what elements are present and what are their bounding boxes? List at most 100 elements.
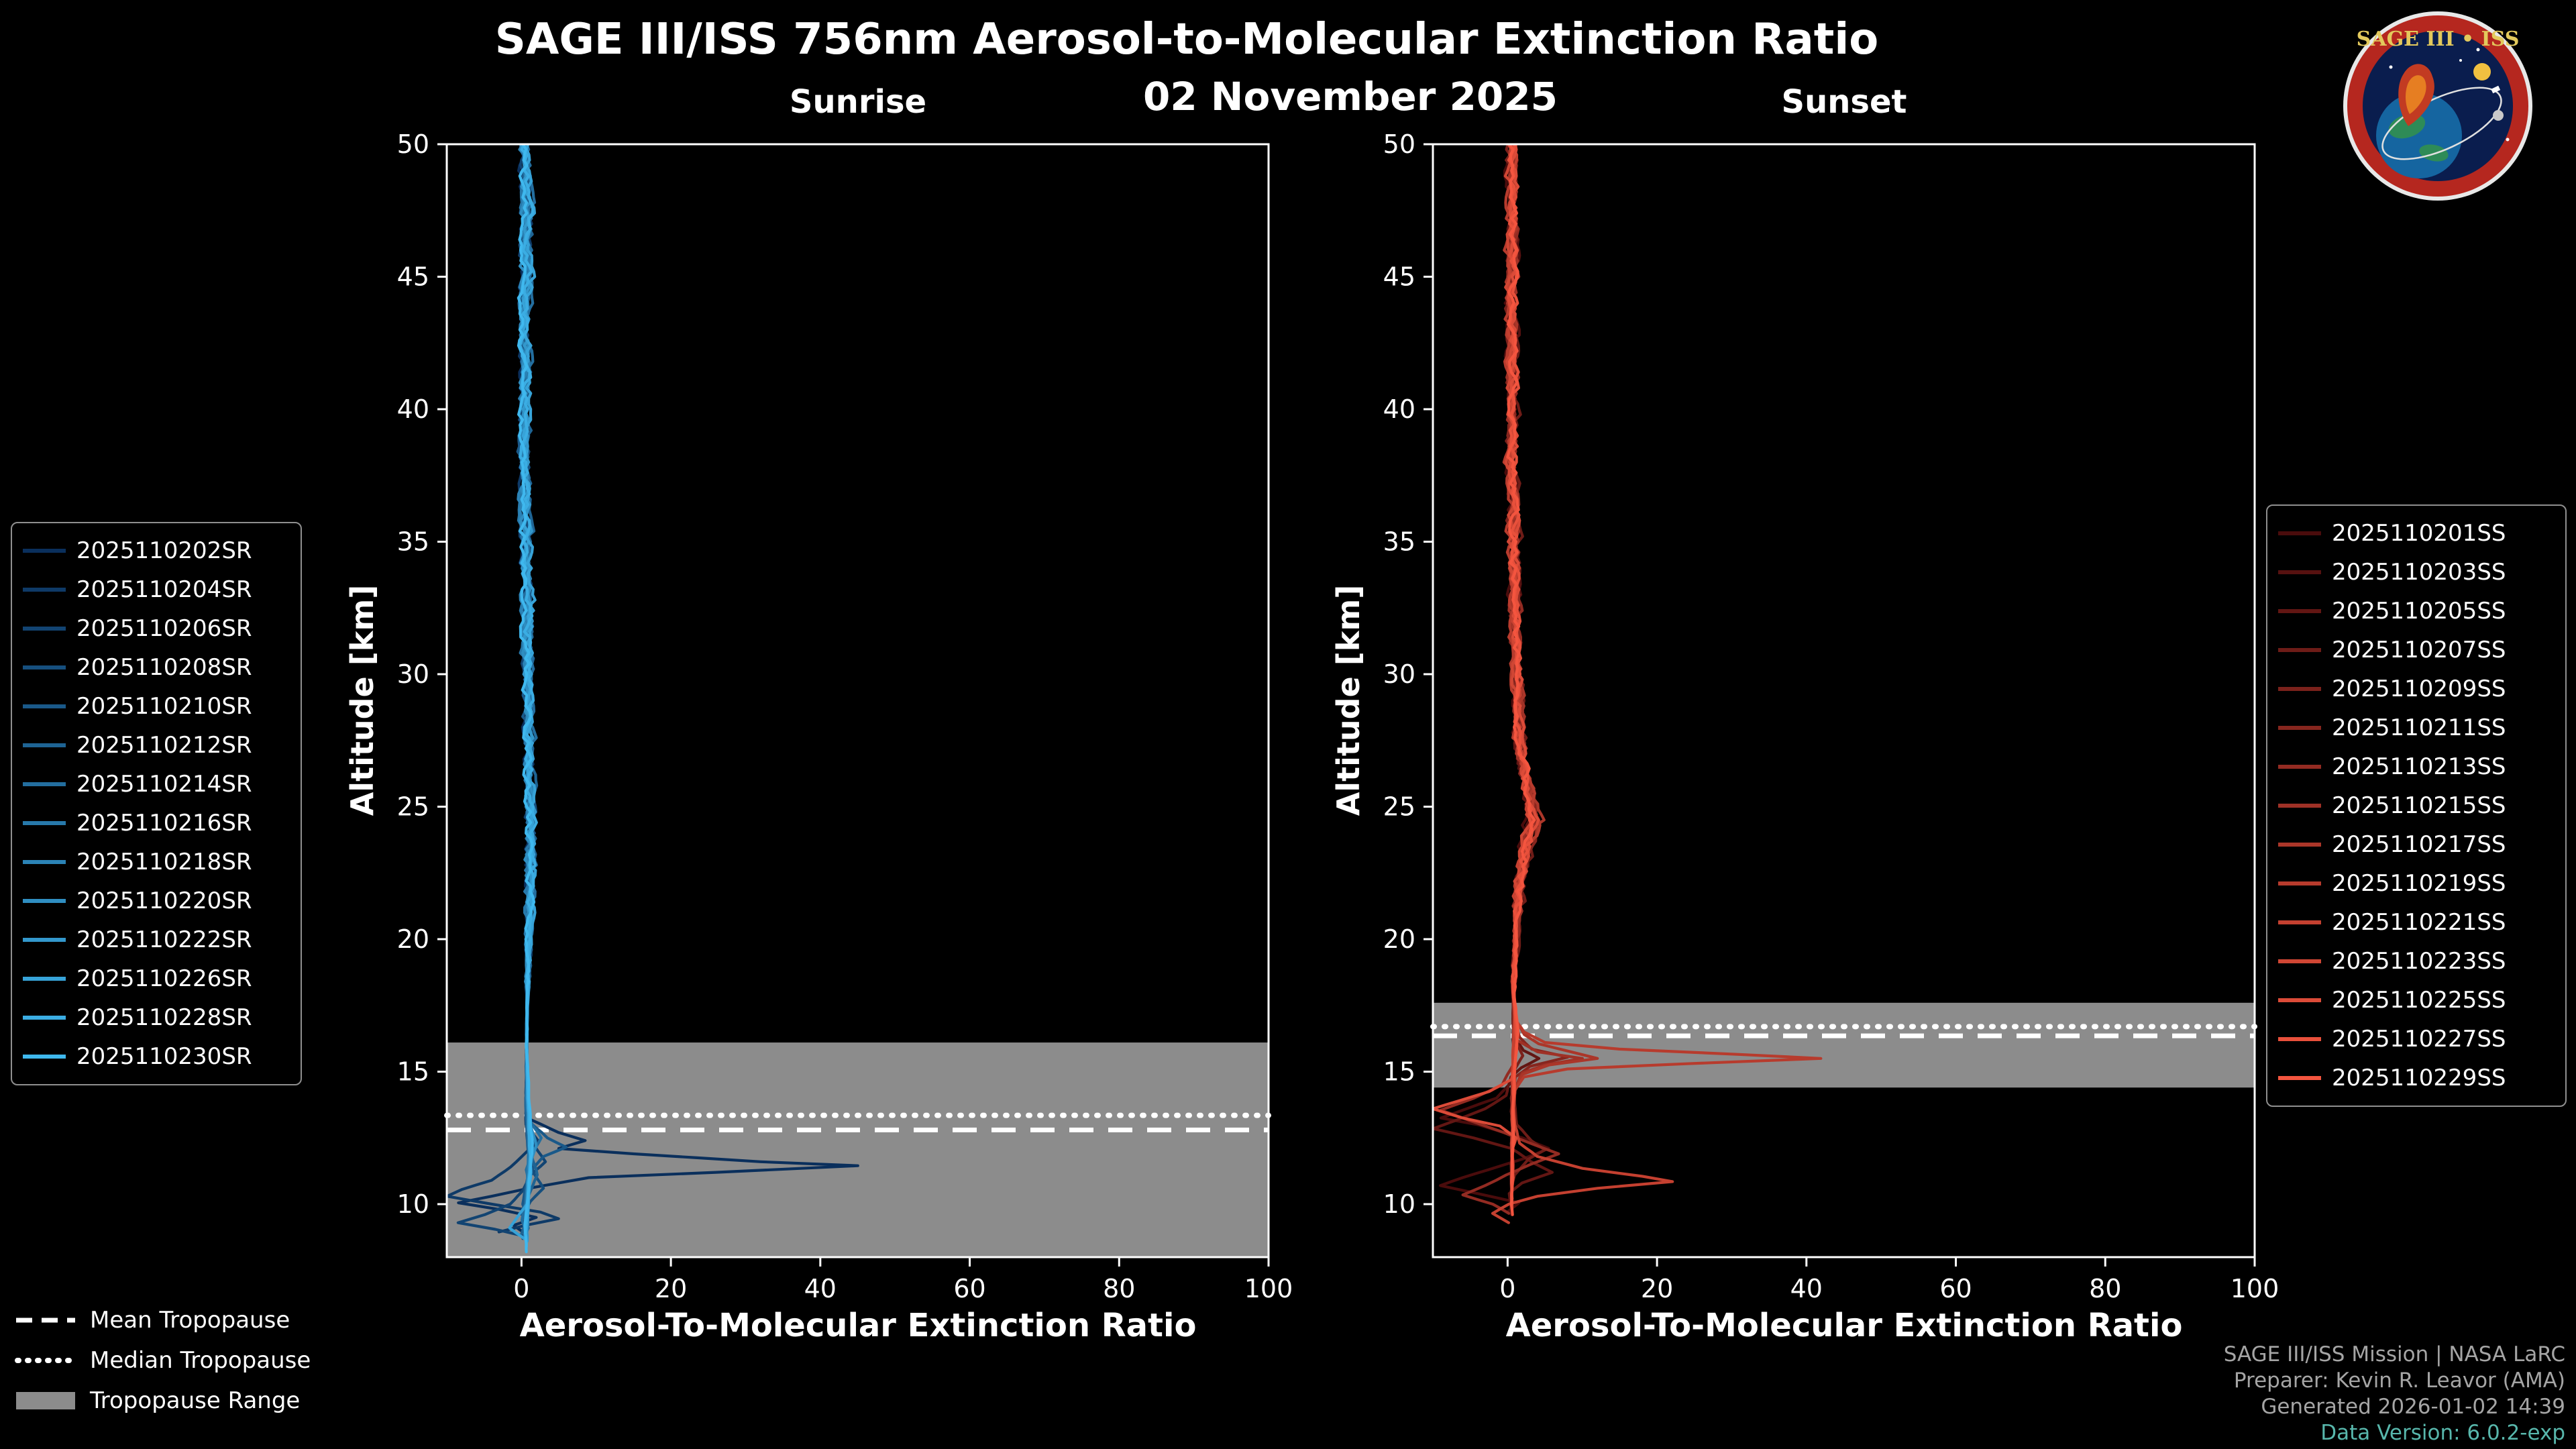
series-swatch-icon bbox=[23, 704, 66, 708]
legend-item-median-tropopause: Median Tropopause bbox=[15, 1340, 311, 1381]
mean-tropopause-swatch-icon bbox=[16, 1318, 75, 1323]
series-swatch-icon bbox=[23, 665, 66, 669]
series-swatch-icon bbox=[23, 938, 66, 942]
series-label: 2025110230SR bbox=[76, 1043, 252, 1070]
series-label: 2025110203SS bbox=[2332, 559, 2506, 586]
legend-item: 2025110209SS bbox=[2267, 669, 2565, 708]
series-label: 2025110223SS bbox=[2332, 948, 2506, 975]
series-swatch-icon bbox=[23, 860, 66, 864]
series-label: 2025110220SR bbox=[76, 888, 252, 914]
credit-mission: SAGE III/ISS Mission | NASA LaRC bbox=[2223, 1342, 2565, 1366]
series-label: 2025110226SR bbox=[76, 965, 252, 992]
legend-item-mean-tropopause: Mean Tropopause bbox=[15, 1300, 311, 1340]
y-tick-label: 35 bbox=[397, 527, 429, 557]
legend-item: 2025110222SR bbox=[12, 920, 301, 959]
series-label: 2025110215SS bbox=[2332, 792, 2506, 819]
x-tick-label: 40 bbox=[804, 1274, 837, 1303]
series-swatch-icon bbox=[2278, 765, 2321, 769]
series-swatch-icon bbox=[2278, 531, 2321, 535]
x-tick-label: 100 bbox=[1244, 1274, 1293, 1303]
plot-frame bbox=[1432, 143, 2256, 1258]
legend-item: 2025110215SS bbox=[2267, 786, 2565, 825]
series-swatch-icon bbox=[2278, 726, 2321, 730]
logo-moon-icon bbox=[2493, 110, 2504, 121]
series-swatch-icon bbox=[23, 627, 66, 631]
x-tick-label: 60 bbox=[953, 1274, 985, 1303]
y-tick-label: 40 bbox=[1383, 394, 1415, 424]
plot-frame bbox=[445, 143, 1270, 1258]
x-tick-label: 20 bbox=[1641, 1274, 1673, 1303]
y-tick-label: 45 bbox=[397, 262, 429, 292]
series-swatch-icon bbox=[2278, 804, 2321, 808]
y-axis-label-sunrise: Altitude [km] bbox=[344, 584, 380, 816]
series-label: 2025110209SS bbox=[2332, 676, 2506, 702]
series-label: 2025110212SR bbox=[76, 732, 252, 759]
logo-title: SAGE III • ISS bbox=[2357, 28, 2520, 51]
series-label: 2025110214SR bbox=[76, 771, 252, 798]
sunset-series-legend: 2025110201SS 2025110203SS 2025110205SS 2025… bbox=[2266, 504, 2567, 1107]
legend-item-tropopause-range: Tropopause Range bbox=[15, 1381, 311, 1421]
x-tick-label: 80 bbox=[1103, 1274, 1135, 1303]
legend-item: 2025110210SR bbox=[12, 687, 301, 726]
series-swatch-icon bbox=[23, 1055, 66, 1059]
x-tick-label: 20 bbox=[655, 1274, 687, 1303]
series-label: 2025110222SR bbox=[76, 926, 252, 953]
y-tick-label: 10 bbox=[1383, 1189, 1415, 1219]
legend-item: 2025110202SR bbox=[12, 531, 301, 570]
series-swatch-icon bbox=[2278, 881, 2321, 885]
legend-item: 2025110212SR bbox=[12, 726, 301, 765]
x-tick-label: 0 bbox=[513, 1274, 529, 1303]
series-swatch-icon bbox=[23, 782, 66, 786]
legend-item: 2025110214SR bbox=[12, 765, 301, 804]
series-swatch-icon bbox=[2278, 1037, 2321, 1041]
series-label: 2025110204SR bbox=[76, 576, 252, 603]
series-swatch-icon bbox=[23, 977, 66, 981]
series-label: 2025110216SR bbox=[76, 810, 252, 837]
median-tropopause-swatch-icon bbox=[15, 1358, 76, 1363]
series-swatch-icon bbox=[2278, 648, 2321, 652]
series-swatch-icon bbox=[23, 588, 66, 592]
x-tick-label: 60 bbox=[1939, 1274, 1972, 1303]
legend-item: 2025110218SR bbox=[12, 843, 301, 881]
legend-item: 2025110221SS bbox=[2267, 903, 2565, 942]
legend-item: 2025110223SS bbox=[2267, 942, 2565, 981]
series-label: 2025110228SR bbox=[76, 1004, 252, 1031]
series-label: 2025110217SS bbox=[2332, 831, 2506, 858]
tropopause-range-band bbox=[1433, 1002, 2255, 1088]
y-tick-label: 30 bbox=[397, 659, 429, 689]
credit-data-version: Data Version: 6.0.2-exp bbox=[2320, 1421, 2565, 1445]
y-axis-label-sunset: Altitude [km] bbox=[1330, 584, 1366, 816]
legend-item: 2025110205SS bbox=[2267, 592, 2565, 631]
series-label: 2025110202SR bbox=[76, 537, 252, 564]
series-label: 2025110205SS bbox=[2332, 598, 2506, 625]
x-axis-label-sunset: Aerosol-To-Molecular Extinction Ratio bbox=[1505, 1307, 2183, 1344]
series-label: 2025110206SR bbox=[76, 615, 252, 642]
series-swatch-icon bbox=[2278, 609, 2321, 613]
series-label: 2025110211SS bbox=[2332, 714, 2506, 741]
legend-item: 2025110206SR bbox=[12, 609, 301, 648]
y-tick-label: 40 bbox=[397, 394, 429, 424]
series-swatch-icon bbox=[2278, 843, 2321, 847]
x-axis-label-sunrise: Aerosol-To-Molecular Extinction Ratio bbox=[519, 1307, 1197, 1344]
x-tick-label: 40 bbox=[1790, 1274, 1823, 1303]
figure-title: SAGE III/ISS 756nm Aerosol-to-Molecular … bbox=[494, 15, 1879, 64]
series-swatch-icon bbox=[23, 1016, 66, 1020]
series-swatch-icon bbox=[23, 743, 66, 747]
series-label: 2025110210SR bbox=[76, 693, 252, 720]
legend-item: 2025110208SR bbox=[12, 648, 301, 687]
y-tick-label: 50 bbox=[397, 129, 429, 159]
credit-generated: Generated 2026-01-02 14:39 bbox=[2261, 1395, 2565, 1419]
legend-item: 2025110216SR bbox=[12, 804, 301, 843]
y-tick-label: 25 bbox=[1383, 792, 1415, 822]
y-tick-label: 10 bbox=[397, 1189, 429, 1219]
series-swatch-icon bbox=[2278, 570, 2321, 574]
series-label: 2025110213SS bbox=[2332, 753, 2506, 780]
series-label: 2025110218SR bbox=[76, 849, 252, 875]
panel-title-sunrise: Sunrise bbox=[789, 83, 927, 121]
legend-item: 2025110217SS bbox=[2267, 825, 2565, 864]
legend-item: 2025110230SR bbox=[12, 1037, 301, 1076]
series-swatch-icon bbox=[2278, 1076, 2321, 1080]
legend-item: 2025110228SR bbox=[12, 998, 301, 1037]
series-label: 2025110229SS bbox=[2332, 1065, 2506, 1091]
